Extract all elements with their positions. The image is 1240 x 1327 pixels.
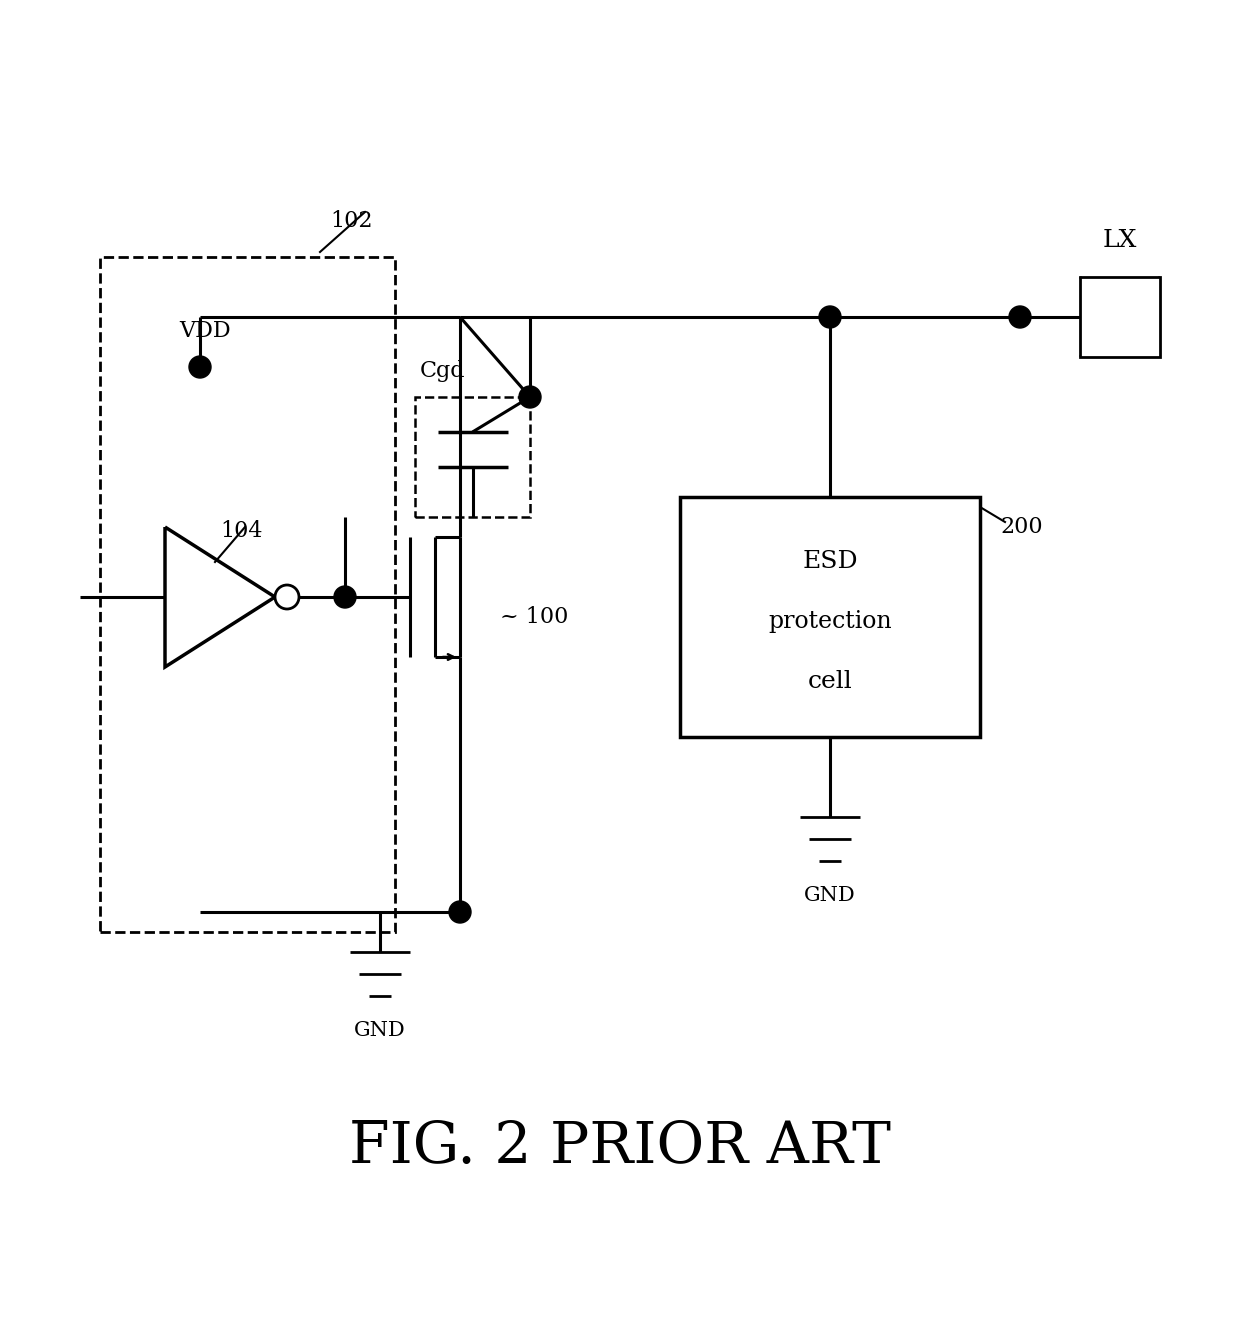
Bar: [680, 498, 980, 736]
Text: 104: 104: [219, 520, 263, 541]
Text: protection: protection: [769, 610, 892, 633]
Circle shape: [188, 356, 211, 378]
Circle shape: [449, 901, 471, 924]
Circle shape: [275, 585, 299, 609]
Text: VDD: VDD: [180, 320, 231, 342]
Text: ESD: ESD: [802, 551, 858, 573]
Text: 102: 102: [330, 210, 372, 232]
Text: LX: LX: [1102, 230, 1137, 252]
Text: FIG. 2 PRIOR ART: FIG. 2 PRIOR ART: [348, 1119, 892, 1174]
Text: GND: GND: [355, 1020, 405, 1040]
Text: cell: cell: [807, 670, 852, 694]
Bar: [415, 397, 529, 518]
Bar: [100, 257, 396, 932]
Text: Cgd: Cgd: [420, 360, 466, 382]
Text: ~ 100: ~ 100: [500, 606, 568, 628]
Circle shape: [818, 307, 841, 328]
Circle shape: [1009, 307, 1030, 328]
Bar: [1080, 277, 1159, 357]
Circle shape: [520, 386, 541, 407]
Text: 200: 200: [999, 516, 1043, 537]
Circle shape: [334, 587, 356, 608]
Text: GND: GND: [804, 886, 856, 905]
